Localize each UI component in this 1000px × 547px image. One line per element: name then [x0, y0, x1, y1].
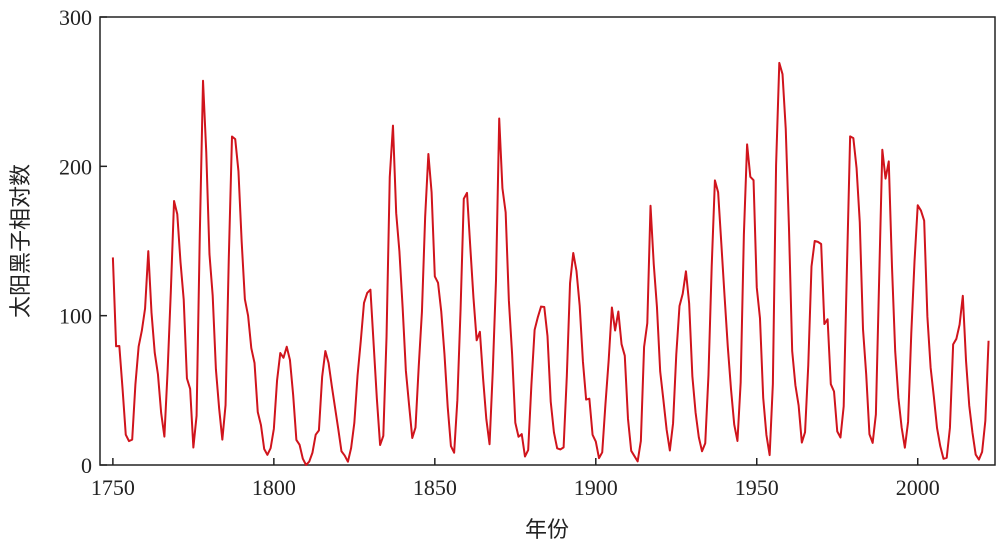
x-tick-label: 2000 — [896, 475, 940, 500]
x-tick-label: 1950 — [735, 475, 779, 500]
y-tick-label: 200 — [59, 154, 92, 179]
x-tick-label: 1750 — [91, 475, 135, 500]
x-axis-label: 年份 — [525, 518, 569, 543]
y-tick-label: 100 — [59, 304, 92, 329]
y-axis-label: 太阳黑子相对数 — [9, 164, 34, 318]
x-tick-label: 1900 — [574, 475, 618, 500]
x-tick-label: 1800 — [252, 475, 296, 500]
line-series — [111, 61, 990, 466]
y-tick-label: 300 — [59, 5, 92, 30]
plot-frame — [99, 16, 996, 466]
x-tick-label: 1850 — [413, 475, 457, 500]
y-tick-label: 0 — [81, 453, 92, 478]
